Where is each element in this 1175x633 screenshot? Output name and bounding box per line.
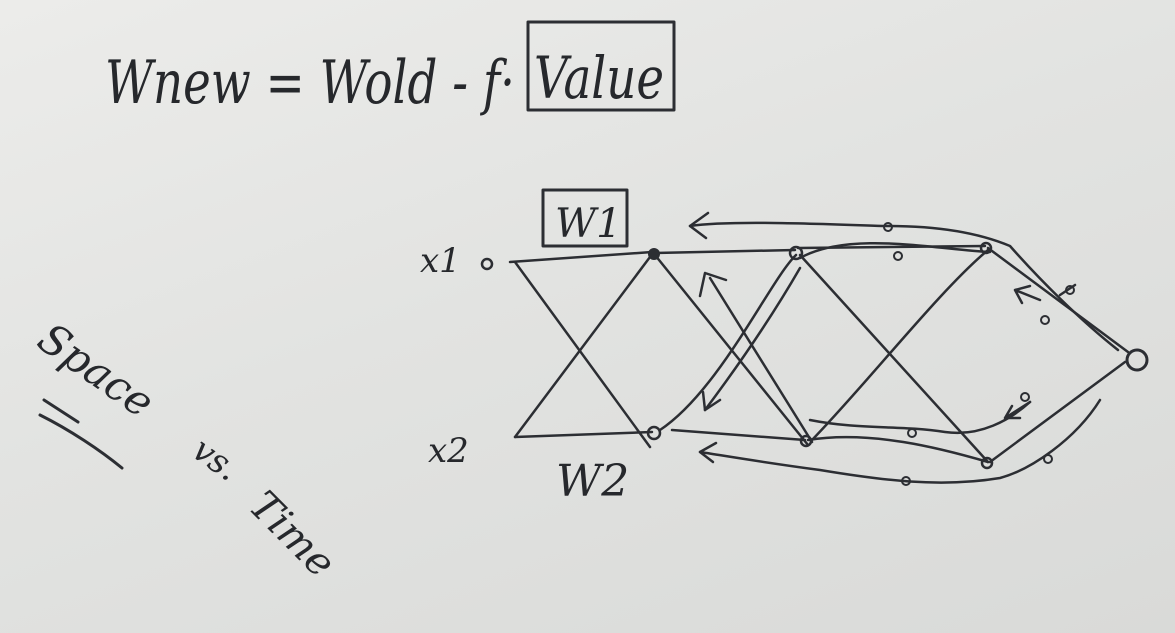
- curve-marker: [883, 222, 893, 232]
- w1-box: [541, 188, 629, 248]
- formula-boxed-value: Value: [534, 44, 664, 112]
- note-time: Time: [240, 483, 344, 587]
- value-box: [526, 20, 676, 112]
- weight-label-w2: W2: [556, 456, 629, 507]
- hidden-node: [648, 248, 660, 260]
- output-node: [1125, 348, 1149, 372]
- side-note: Space vs. Time: [29, 313, 344, 586]
- curve-marker: [1043, 454, 1053, 464]
- curve-marker: [893, 251, 903, 261]
- curve-marker: [907, 428, 917, 438]
- hidden-node: [980, 456, 994, 470]
- hidden-node: [979, 241, 993, 255]
- network-labels: x1 x2 W1 W2: [420, 188, 629, 507]
- network-nodes: [646, 222, 1149, 486]
- note-underline: [38, 398, 124, 470]
- hidden-node: [788, 245, 804, 261]
- note-space: Space: [29, 313, 163, 427]
- network-connections: [508, 241, 1130, 464]
- formula-text: Wnew = Wold - f·: [105, 48, 515, 118]
- input-label-x2: x2: [428, 431, 469, 471]
- hidden-node: [799, 434, 813, 448]
- curve-marker: [1040, 315, 1050, 325]
- weight-label-w1: W1: [555, 201, 622, 247]
- curve-marker: [901, 476, 911, 486]
- update-formula: Wnew = Wold - f· Value: [105, 20, 676, 118]
- note-vs: vs.: [185, 430, 247, 490]
- curve-marker: [1065, 285, 1075, 295]
- input-label-x1: x1: [420, 241, 461, 281]
- hidden-node: [646, 425, 662, 441]
- input-node-x1: [480, 257, 494, 271]
- curve-marker: [1020, 392, 1030, 402]
